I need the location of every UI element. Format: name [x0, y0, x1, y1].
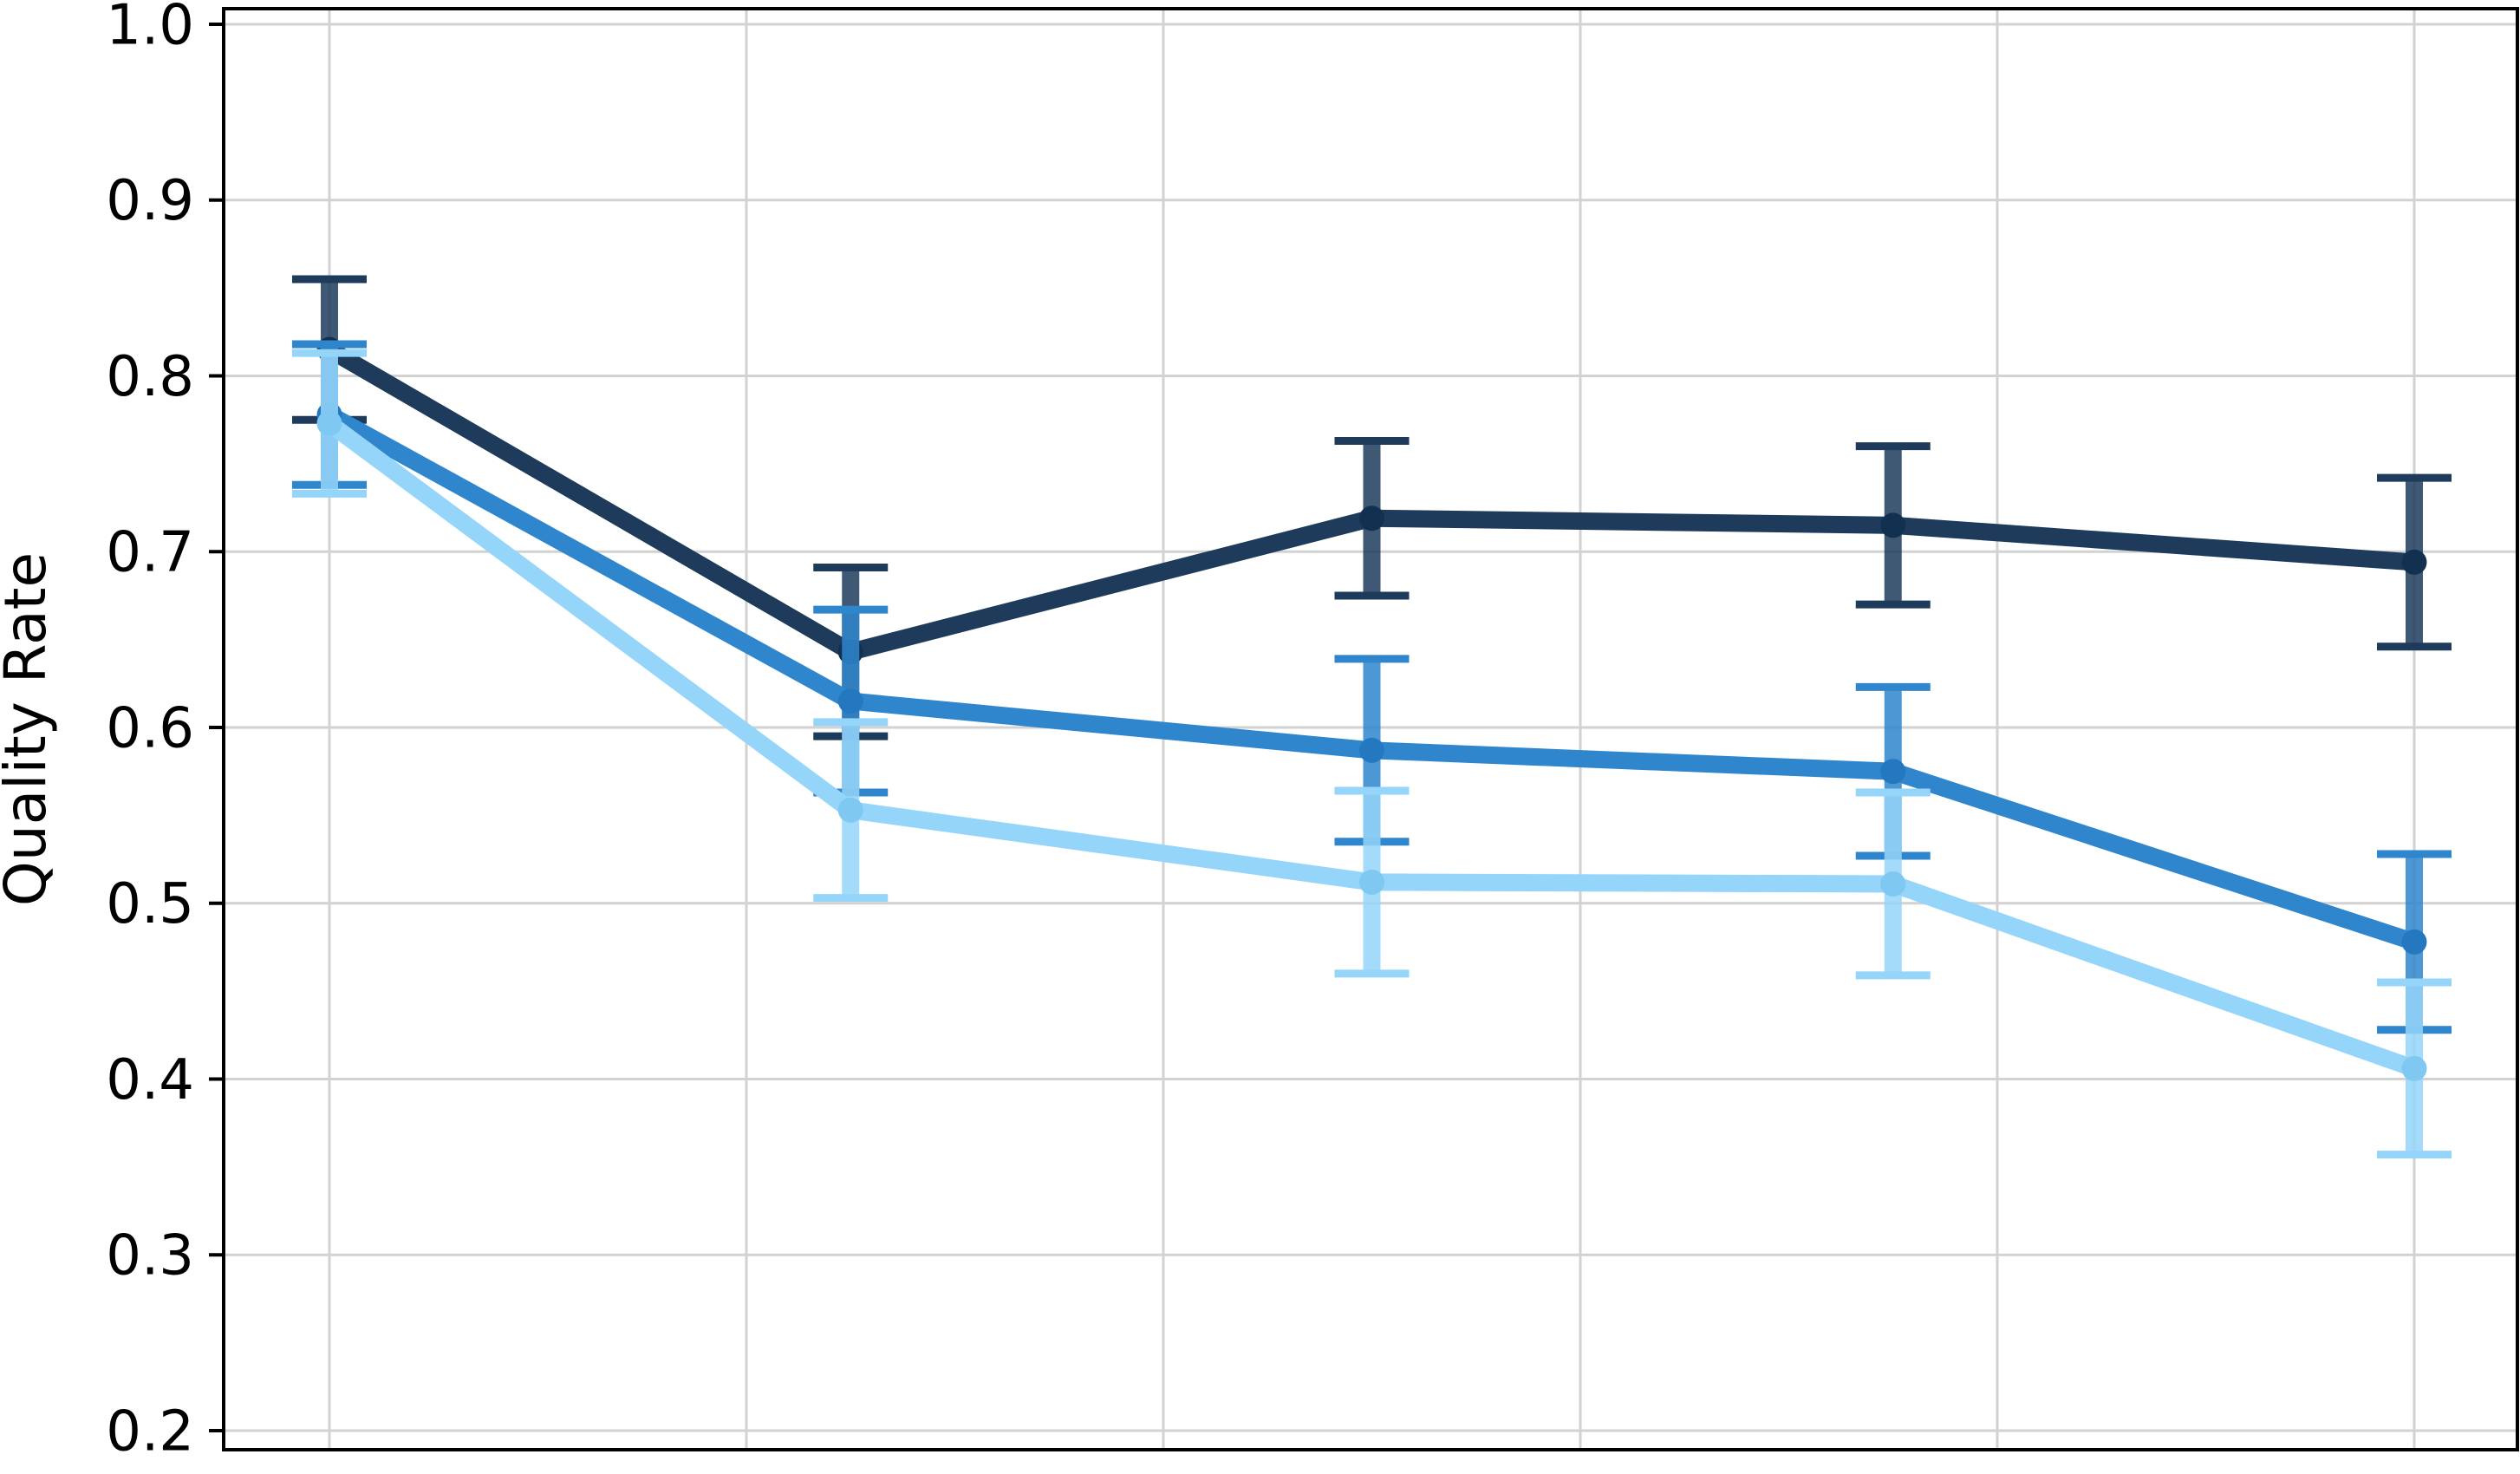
y-tick-label: 0.7 [106, 521, 194, 585]
y-tick-label: 0.8 [106, 345, 194, 409]
y-axis-tick-labels: 1.0 0.9 0.8 0.7 0.6 0.5 0.4 0.3 0.2 [106, 0, 194, 1464]
data-point-marker [1880, 871, 1906, 897]
data-point-marker [1880, 759, 1906, 785]
y-axis-ticks [209, 23, 224, 1432]
data-point-marker [1359, 869, 1384, 895]
y-tick-label: 0.5 [106, 872, 194, 936]
y-tick-label: 0.4 [106, 1048, 194, 1112]
data-point-marker [1880, 512, 1906, 538]
series-light-blue [292, 349, 2452, 1159]
data-point-marker [1359, 737, 1384, 763]
y-tick-label: 0.9 [106, 169, 194, 233]
data-point-marker [1359, 505, 1384, 532]
y-axis-label: Quality Rate [0, 552, 59, 906]
y-tick-label: 0.6 [106, 696, 194, 760]
data-point-marker [2401, 929, 2427, 955]
series-layer [292, 275, 2452, 1159]
data-point-marker [837, 797, 863, 823]
data-point-marker [2401, 549, 2427, 575]
data-point-marker [2401, 1055, 2427, 1081]
y-tick-label: 0.3 [106, 1224, 194, 1288]
y-tick-label: 0.2 [106, 1399, 194, 1464]
y-tick-label: 1.0 [106, 0, 194, 57]
data-point-marker [837, 688, 863, 714]
data-point-marker [316, 410, 342, 436]
